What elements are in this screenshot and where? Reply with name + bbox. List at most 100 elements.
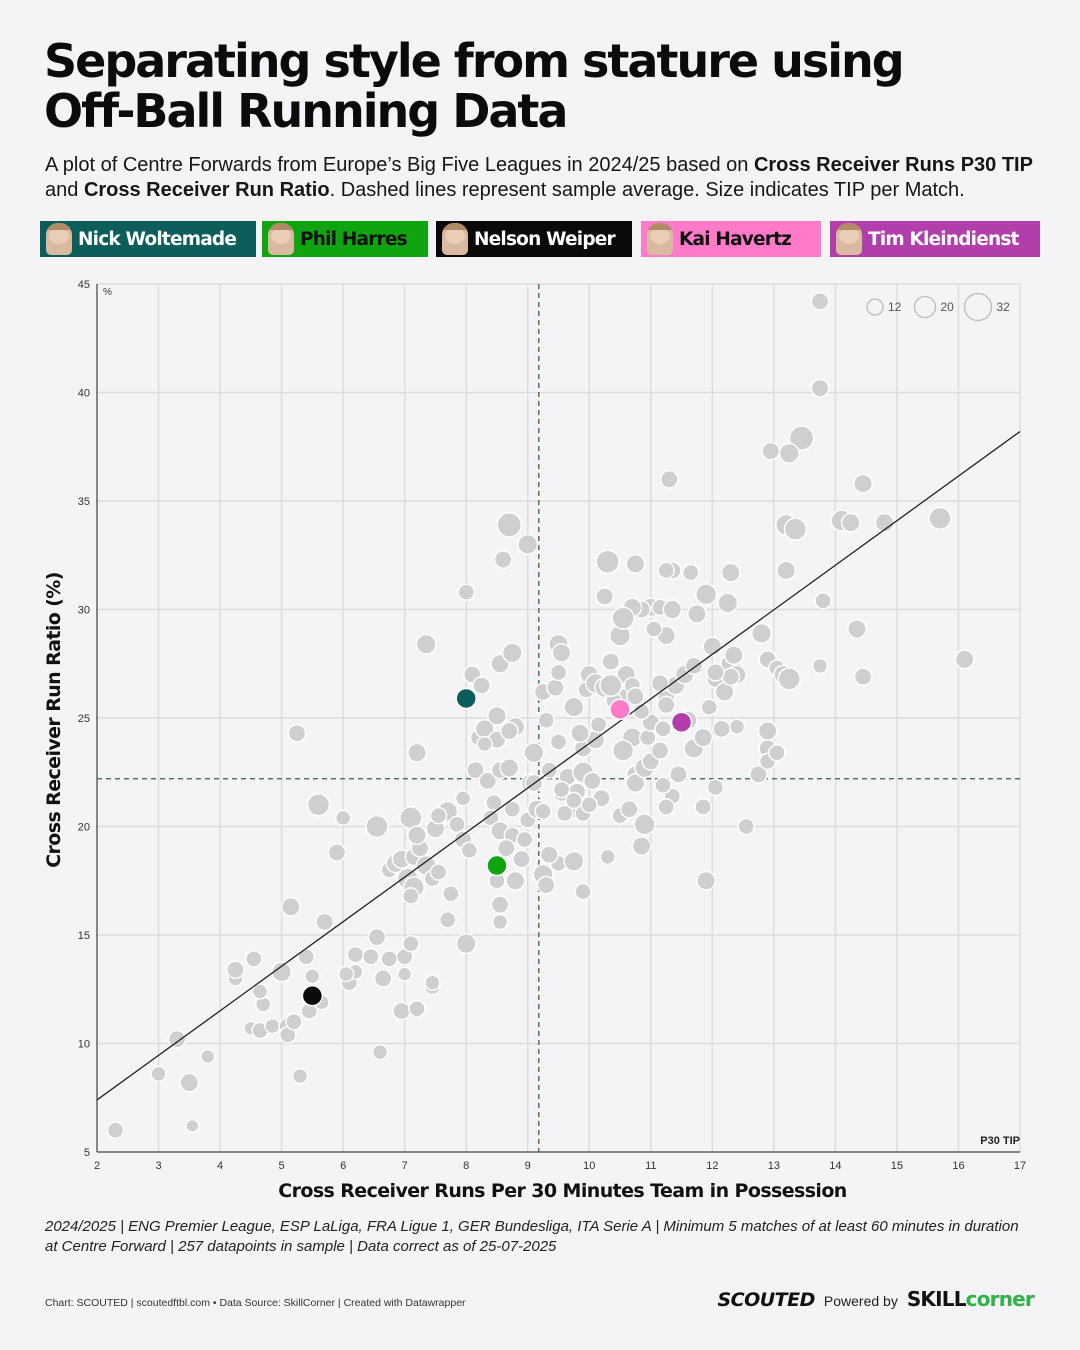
data-point <box>315 912 335 932</box>
data-point <box>728 718 746 735</box>
data-point <box>599 848 616 866</box>
highlight-point-kai-havertz <box>609 698 631 721</box>
data-point <box>681 563 700 582</box>
data-point <box>476 735 493 753</box>
skillcorner-logo-corner: corner <box>965 1287 1035 1311</box>
data-point <box>694 798 712 816</box>
data-point <box>650 741 670 760</box>
legend-player-name: Nick Woltemade <box>78 228 237 250</box>
data-point <box>662 599 683 620</box>
data-point <box>589 715 608 734</box>
data-point <box>751 622 773 644</box>
data-point <box>650 673 670 693</box>
data-point <box>778 442 800 464</box>
data-point <box>761 441 781 461</box>
data-point <box>367 927 387 947</box>
chart-footnote: 2024/2025 | ENG Premier League, ESP LaLi… <box>45 1217 1045 1257</box>
data-point <box>371 1043 389 1061</box>
data-point <box>654 720 672 738</box>
data-point <box>487 705 507 726</box>
data-point <box>327 843 347 862</box>
data-point <box>429 806 448 825</box>
powered-by-text: Powered by <box>823 1293 898 1309</box>
y-tick-label: 35 <box>78 496 90 508</box>
data-point <box>631 836 652 856</box>
x-tick-label: 8 <box>463 1160 469 1172</box>
data-point <box>362 947 380 966</box>
player-photo-icon <box>46 223 72 255</box>
x-axis-title: Cross Receiver Runs Per 30 Minutes Team … <box>278 1180 847 1202</box>
y-tick-label: 10 <box>78 1039 90 1051</box>
data-point <box>226 960 245 980</box>
highlight-point-phil-harres <box>486 854 508 877</box>
data-point <box>783 517 808 541</box>
y-tick-label: 5 <box>84 1147 90 1159</box>
data-point <box>654 776 672 795</box>
data-point <box>669 765 688 784</box>
data-point <box>563 696 585 718</box>
data-point <box>612 739 635 762</box>
x-tick-label: 7 <box>402 1160 408 1172</box>
data-point <box>499 721 519 741</box>
data-point <box>415 633 437 655</box>
x-tick-label: 11 <box>645 1160 656 1172</box>
data-point <box>291 1067 309 1085</box>
y-tick-label: 30 <box>78 605 90 617</box>
scatter-chart: 2 3 4 5 6 7 8 9 10 11 12 13 14 15 16 175101520253035404… <box>43 279 1026 1202</box>
size-legend-circle <box>913 295 937 319</box>
data-point <box>695 583 718 606</box>
legend-player-name: Kai Havertz <box>679 228 792 250</box>
data-point <box>582 771 602 791</box>
data-point <box>517 533 539 555</box>
data-point <box>814 592 832 610</box>
y-axis-title: Cross Receiver Run Ratio (%) <box>43 572 65 868</box>
legend-pill-nelson-weiper: Nelson Weiper <box>436 221 632 257</box>
data-point <box>625 773 646 794</box>
data-point <box>397 966 413 982</box>
data-point <box>645 620 663 638</box>
data-point <box>167 1029 187 1049</box>
legend-player-name: Tim Kleindienst <box>868 228 1019 250</box>
data-point <box>810 378 830 398</box>
data-point <box>954 649 975 670</box>
data-point <box>280 896 301 917</box>
data-point <box>482 809 500 827</box>
data-point <box>438 911 457 929</box>
data-point <box>580 796 599 814</box>
data-point <box>712 719 731 739</box>
data-point <box>442 884 460 903</box>
y-tick-label: 40 <box>78 388 90 400</box>
data-point <box>185 1118 200 1134</box>
y-tick-label: 15 <box>78 930 90 942</box>
data-point <box>611 606 635 630</box>
data-point <box>702 636 723 657</box>
data-point <box>626 686 645 706</box>
player-photo-icon <box>836 223 862 255</box>
data-point <box>200 1048 216 1065</box>
data-point <box>304 968 321 985</box>
data-point <box>448 815 466 834</box>
data-point <box>706 778 725 797</box>
data-point <box>552 780 571 799</box>
data-point <box>337 965 355 983</box>
data-point <box>625 553 646 574</box>
data-point <box>373 969 393 988</box>
x-tick-label: 5 <box>279 1160 285 1172</box>
data-point <box>657 798 675 816</box>
data-point <box>853 667 873 687</box>
data-point <box>297 947 316 966</box>
data-point <box>429 863 448 881</box>
x-tick-label: 15 <box>891 1160 903 1172</box>
x-tick-label: 4 <box>217 1160 223 1172</box>
data-point <box>402 887 420 905</box>
subtitle-text-3: . Dashed lines represent sample average.… <box>329 179 965 201</box>
data-point <box>717 592 739 614</box>
y-tick-label: 45 <box>78 279 90 291</box>
data-point <box>599 673 623 698</box>
size-legend-circle <box>963 292 993 322</box>
data-point <box>840 512 861 533</box>
data-point <box>700 698 719 716</box>
data-point <box>723 645 744 666</box>
skillcorner-logo-skill: SKILL <box>906 1287 967 1311</box>
data-point <box>565 791 583 810</box>
